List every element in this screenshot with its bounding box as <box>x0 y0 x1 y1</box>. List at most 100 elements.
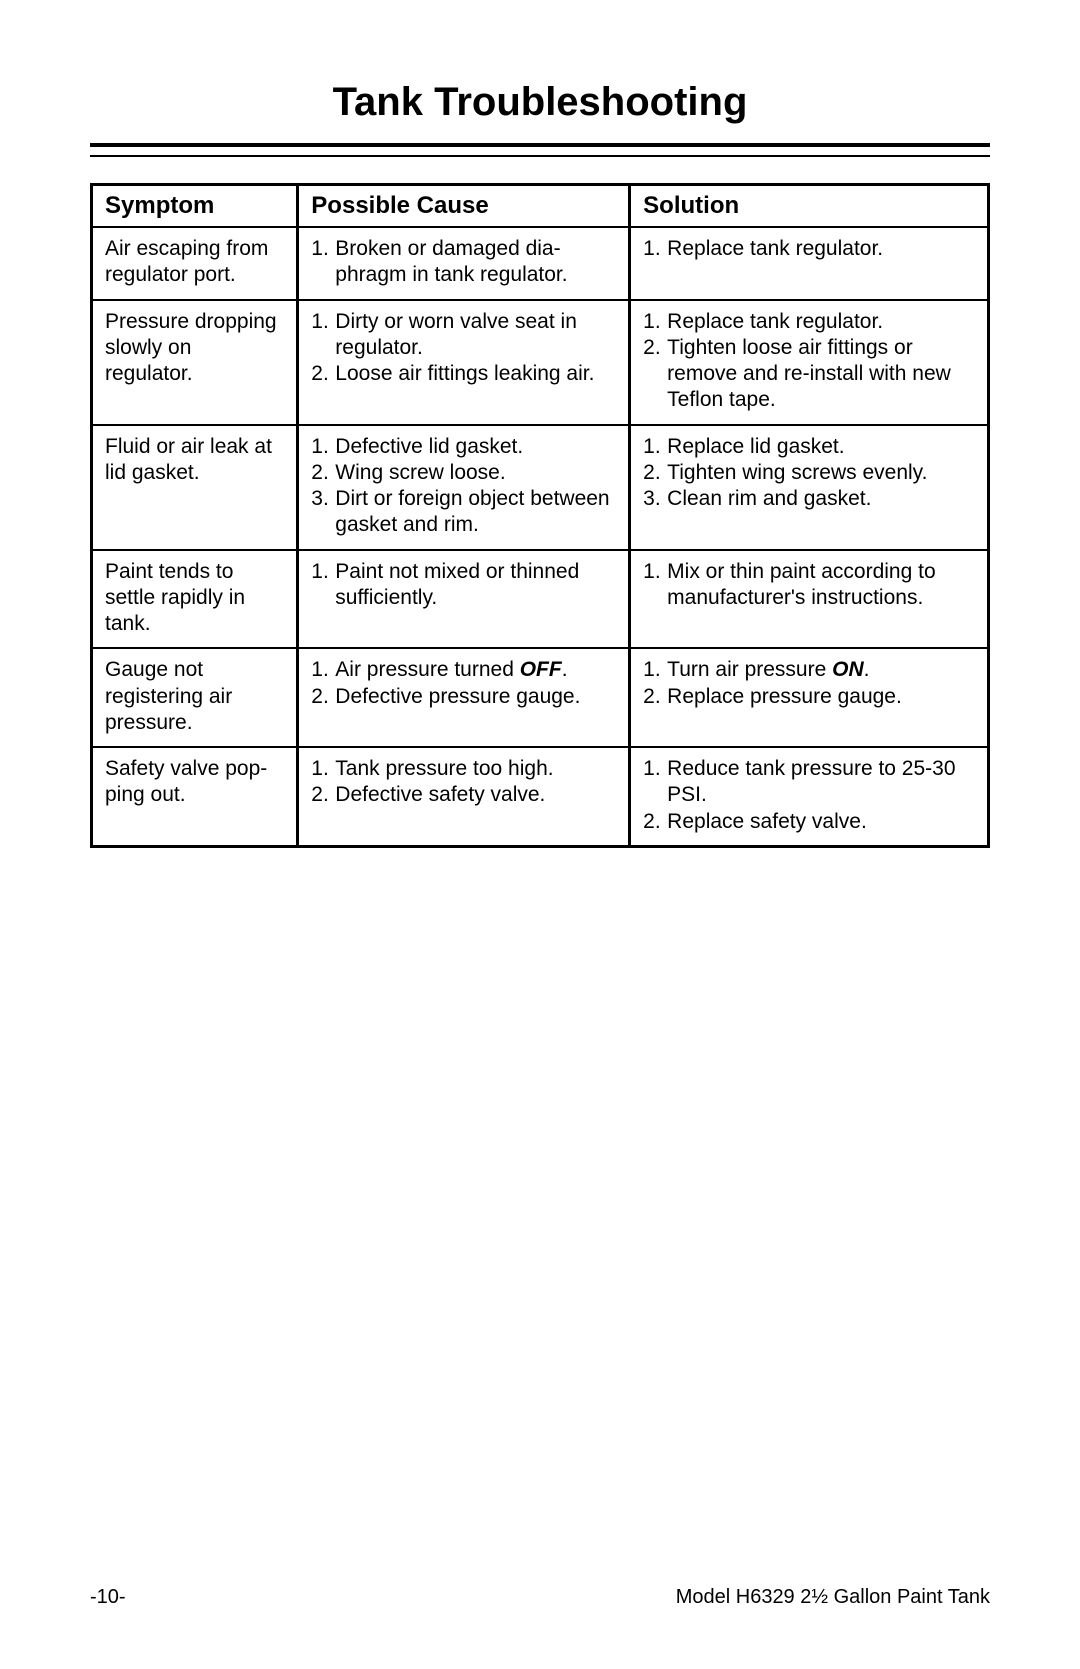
list-number: 1. <box>311 434 329 460</box>
text-segment: Paint not mixed or thinned suf­ficiently… <box>335 560 579 609</box>
cause-item: 2.Defective pressure gauge. <box>311 684 616 710</box>
troubleshooting-table: Symptom Possible Cause Solution Air esca… <box>90 183 990 848</box>
text-segment: Replace safety valve. <box>667 810 867 833</box>
list-number: 1. <box>643 756 661 782</box>
list-number: 1. <box>311 756 329 782</box>
text-segment: Defective lid gasket. <box>335 435 523 458</box>
list-number: 3. <box>643 486 661 512</box>
solution-cell: 1. Turn air pressure ON. 2.Replace pressur… <box>630 648 989 747</box>
list-number: 2. <box>643 684 661 710</box>
text-segment: Turn air pressure <box>667 658 832 681</box>
solution-item: 1. Replace lid gasket. <box>643 434 975 460</box>
page-title: Tank Troubleshooting <box>90 80 990 125</box>
symptom-cell: Paint tends to settle rapidly in tank. <box>92 550 298 649</box>
table-row: Gauge not register­ing air pressure. 1. Ai… <box>92 648 989 747</box>
cause-list: 1. Defective lid gasket. 2. Wing screw loos… <box>311 434 616 539</box>
table-row: Safety valve pop­ping out. 1. Tank pressur… <box>92 747 989 846</box>
text-segment: ON <box>832 658 864 681</box>
list-number: 2. <box>311 460 329 486</box>
list-number: 1. <box>311 236 329 262</box>
symptom-cell: Gauge not register­ing air pressure. <box>92 648 298 747</box>
symptom-cell: Air escaping from regulator port. <box>92 227 298 300</box>
cause-item: 1. Defective lid gasket. <box>311 434 616 460</box>
rule-thin <box>90 155 990 157</box>
cause-cell: 1. Tank pressure too high.2.Defective saf… <box>298 747 630 846</box>
solution-list: 1.Mix or thin paint according to manufac… <box>643 559 975 612</box>
text-segment: Defective pressure gauge. <box>335 685 580 708</box>
cause-item: 1.Paint not mixed or thinned suf­ficient… <box>311 559 616 612</box>
cause-list: 1.Dirty or worn valve seat in regulator.… <box>311 309 616 388</box>
text-segment: Broken or damaged dia­phragm in tank reg… <box>335 237 567 286</box>
cause-item: 1. Tank pressure too high. <box>311 756 616 782</box>
text-segment: Clean rim and gasket. <box>667 487 871 510</box>
list-number: 2. <box>643 335 661 361</box>
symptom-cell: Pressure dropping slowly on regulator. <box>92 300 298 425</box>
col-header-cause: Possible Cause <box>298 185 630 228</box>
cause-item: 2.Defective safety valve. <box>311 782 616 808</box>
solution-item: 2. Tighten wing screws evenly. <box>643 460 975 486</box>
list-number: 1. <box>311 657 329 683</box>
cause-list: 1. Tank pressure too high.2.Defective saf… <box>311 756 616 809</box>
page: Tank Troubleshooting Symptom Possible Ca… <box>0 0 1080 1669</box>
solution-item: 2.Tighten loose air fittings or remove a… <box>643 335 975 414</box>
list-number: 2. <box>643 460 661 486</box>
list-number: 1. <box>643 559 661 585</box>
list-number: 1. <box>643 309 661 335</box>
text-segment: Tighten loose air fittings or remove and… <box>667 336 951 412</box>
text-segment: Dirt or foreign object between gasket an… <box>335 487 609 536</box>
cause-cell: 1.Paint not mixed or thinned suf­ficient… <box>298 550 630 649</box>
text-segment: Defective safety valve. <box>335 783 545 806</box>
text-segment: Loose air fittings leaking air. <box>335 362 594 385</box>
text-segment: OFF <box>520 658 562 681</box>
text-segment: Air pressure turned <box>335 658 519 681</box>
symptom-cell: Safety valve pop­ping out. <box>92 747 298 846</box>
page-number: -10- <box>90 1586 126 1609</box>
text-segment: Replace tank regulator. <box>667 310 883 333</box>
cause-cell: 1.Dirty or worn valve seat in regulator.… <box>298 300 630 425</box>
list-number: 2. <box>643 809 661 835</box>
table-header-row: Symptom Possible Cause Solution <box>92 185 989 228</box>
text-segment: Reduce tank pressure to 25-30 PSI. <box>667 757 955 806</box>
cause-item: 1. Air pressure turned OFF. <box>311 657 616 683</box>
solution-item: 1.Replace tank regulator. <box>643 236 975 262</box>
cause-cell: 1. Air pressure turned OFF. 2.Defective pr… <box>298 648 630 747</box>
cause-item: 2. Wing screw loose. <box>311 460 616 486</box>
table-row: Fluid or air leak at lid gasket.1.Defect… <box>92 425 989 550</box>
cause-item: 1.Dirty or worn valve seat in regulator. <box>311 309 616 362</box>
cause-list: 1. Air pressure turned OFF. 2.Defective pr… <box>311 657 616 710</box>
page-footer: -10- Model H6329 2½ Gallon Paint Tank <box>90 1586 990 1609</box>
solution-cell: 1. Replace lid gasket. 2. Tighten wing scre… <box>630 425 989 550</box>
list-number: 1. <box>311 559 329 585</box>
text-segment: Tank pressure too high. <box>335 757 553 780</box>
text-segment: Replace lid gasket. <box>667 435 844 458</box>
list-number: 1. <box>643 434 661 460</box>
solution-item: 3. Clean rim and gasket. <box>643 486 975 512</box>
list-number: 1. <box>311 309 329 335</box>
cause-list: 1.Broken or damaged dia­phragm in tank r… <box>311 236 616 289</box>
table-row: Air escaping from regulator port.1.Broke… <box>92 227 989 300</box>
col-header-symptom: Symptom <box>92 185 298 228</box>
solution-item: 2.Replace pressure gauge. <box>643 684 975 710</box>
solution-list: 1.Replace tank regulator.2.Tighten loose… <box>643 309 975 414</box>
text-segment: . <box>864 658 870 681</box>
solution-item: 1.Mix or thin paint according to manufac… <box>643 559 975 612</box>
text-segment: Replace tank regulator. <box>667 237 883 260</box>
rule-thick <box>90 143 990 147</box>
solution-cell: 1.Replace tank regulator.2.Tighten loose… <box>630 300 989 425</box>
text-segment: Tighten wing screws evenly. <box>667 461 927 484</box>
solution-list: 1.Reduce tank pressure to 25-30 PSI.2.Re… <box>643 756 975 835</box>
cause-item: 2.Loose air fittings leaking air. <box>311 361 616 387</box>
col-header-solution: Solution <box>630 185 989 228</box>
list-number: 1. <box>643 657 661 683</box>
text-segment: . <box>562 658 568 681</box>
text-segment: Mix or thin paint according to manufactu… <box>667 560 935 609</box>
solution-item: 1. Turn air pressure ON. <box>643 657 975 683</box>
table-row: Pressure dropping slowly on regulator.1.… <box>92 300 989 425</box>
cause-item: 1.Broken or damaged dia­phragm in tank r… <box>311 236 616 289</box>
solution-item: 2. Replace safety valve. <box>643 809 975 835</box>
solution-item: 1.Reduce tank pressure to 25-30 PSI. <box>643 756 975 809</box>
text-segment: Dirty or worn valve seat in regulator. <box>335 310 577 359</box>
solution-item: 1. Replace tank regulator. <box>643 309 975 335</box>
solution-cell: 1.Reduce tank pressure to 25-30 PSI.2.Re… <box>630 747 989 846</box>
text-segment: Wing screw loose. <box>335 461 505 484</box>
